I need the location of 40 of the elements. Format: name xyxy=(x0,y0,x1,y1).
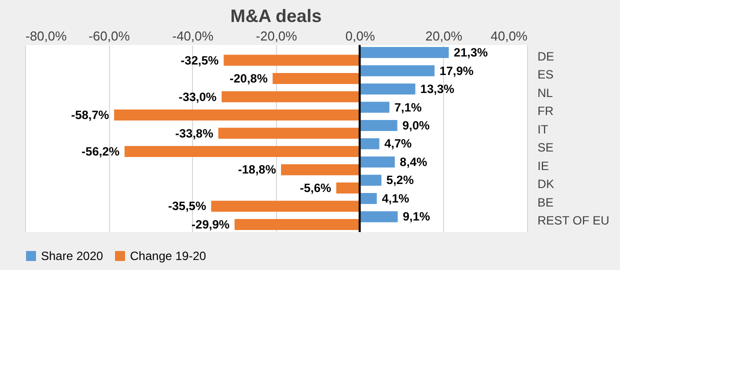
data-label: 8,4% xyxy=(400,154,428,169)
y-tick-label: IE xyxy=(538,158,549,173)
data-label: 17,9% xyxy=(440,64,474,78)
data-label: 9,1% xyxy=(402,210,430,224)
x-tick-label: 20,0% xyxy=(425,28,463,44)
data-label: -33,0% xyxy=(178,90,217,104)
data-label: -35,5% xyxy=(168,199,206,214)
y-tick-label: REST OF EU xyxy=(538,214,610,228)
y-tick-label: SE xyxy=(538,140,554,155)
data-label: 13,3% xyxy=(420,82,455,96)
x-tick-label: -60,0% xyxy=(88,28,130,44)
data-label: -18,8% xyxy=(238,162,276,177)
data-label: 5,2% xyxy=(386,173,414,188)
x-tick-label: 0,0% xyxy=(345,28,376,44)
y-tick-label: NL xyxy=(538,86,554,100)
data-label: -5,6% xyxy=(300,180,332,195)
data-label: 4,1% xyxy=(382,191,410,206)
data-label: 7,1% xyxy=(394,100,422,114)
y-tick-label: ES xyxy=(538,68,554,82)
data-label: 9,0% xyxy=(402,118,430,132)
data-label: -33,8% xyxy=(175,126,214,140)
y-tick-label: DE xyxy=(538,49,554,64)
data-label: -56,2% xyxy=(82,144,120,158)
data-label: 21,3% xyxy=(454,46,488,60)
chart-title: M&A deals xyxy=(230,6,322,26)
x-tick-label: 40,0% xyxy=(490,28,528,44)
data-label: -29,9% xyxy=(192,217,230,232)
y-tick-label: FR xyxy=(538,104,554,118)
data-label: -58,7% xyxy=(71,108,110,122)
legend-label: Share 2020 xyxy=(41,249,104,263)
x-tick-label: -80,0% xyxy=(26,28,68,44)
data-label: 4,7% xyxy=(384,136,412,151)
legend-label: Change 19-20 xyxy=(130,249,206,263)
data-label: -32,5% xyxy=(180,53,220,68)
y-tick-label: DK xyxy=(538,177,554,192)
y-tick-label: IT xyxy=(538,122,549,136)
x-tick-label: -40,0% xyxy=(172,28,214,44)
x-tick-label: -20,0% xyxy=(256,28,298,44)
data-label: -20,8% xyxy=(230,72,268,86)
y-tick-label: BE xyxy=(538,195,554,210)
